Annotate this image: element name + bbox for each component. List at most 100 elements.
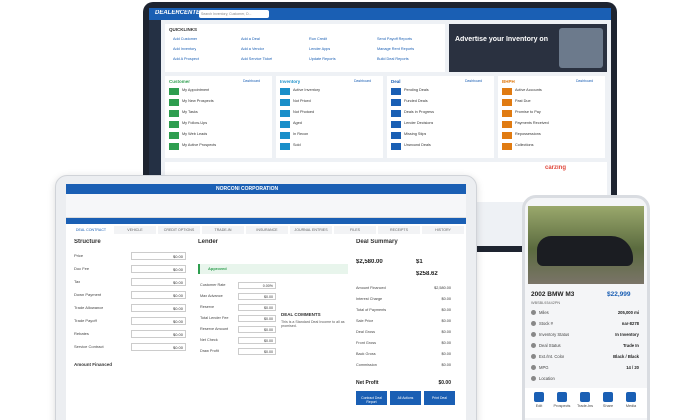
net-profit-value: $0.00 bbox=[438, 380, 451, 386]
lender-input: $0.00 bbox=[238, 337, 276, 344]
lender-label: Customer Rate bbox=[200, 283, 226, 287]
field-input: $0.00 bbox=[131, 252, 186, 260]
panel-row: My Follow-Ups bbox=[182, 121, 208, 125]
deal-title: NORCONI CORPORATION bbox=[216, 186, 279, 192]
field-label: Service Contract bbox=[74, 344, 104, 349]
field-label: Inventory Status bbox=[539, 332, 570, 337]
tablet-frame: NORCONI CORPORATION DEAL CONTRACT VEHICLE C… bbox=[55, 175, 477, 420]
nav-label[interactable]: Edit bbox=[535, 404, 543, 408]
row-badge bbox=[502, 88, 512, 95]
tab[interactable]: JOURNAL ENTRIES bbox=[290, 226, 332, 234]
summary-row-value: $0.00 bbox=[441, 330, 451, 334]
field-input: $0.00 bbox=[131, 343, 186, 351]
lender-label: Net Check bbox=[200, 338, 218, 342]
row-badge bbox=[169, 132, 179, 139]
panel-link: Dashboard bbox=[243, 79, 261, 83]
lender-input: $0.00 bbox=[238, 315, 276, 322]
tab[interactable]: TRADE-IN bbox=[202, 226, 244, 234]
field-label: Tax bbox=[74, 279, 81, 284]
field-label: Deal Status bbox=[539, 343, 561, 348]
amount-financed: Amount Financed bbox=[74, 362, 112, 367]
nav-label[interactable]: Trade-Ins bbox=[576, 404, 594, 408]
row-badge bbox=[391, 88, 401, 95]
quicklink: Lender Apps bbox=[309, 47, 331, 51]
search-box: Search Inventory, Customer, D... bbox=[199, 10, 269, 18]
dashboard-panel: Inventory Dashboard Active Inventory Not Pr… bbox=[276, 76, 383, 158]
lender-label: Reserve Amount bbox=[200, 327, 229, 331]
tab[interactable]: VEHICLE bbox=[114, 226, 156, 234]
quicklink: Add a Vendor bbox=[241, 47, 265, 51]
row-badge bbox=[502, 132, 512, 139]
row-badge bbox=[169, 88, 179, 95]
tab[interactable]: FILES bbox=[334, 226, 376, 234]
field-icon bbox=[531, 365, 536, 370]
field-value: Trade In bbox=[622, 343, 639, 348]
panel-row: Pending Deals bbox=[404, 88, 429, 92]
nav-icon bbox=[580, 392, 590, 402]
dashboard-panel: Customer Dashboard My Appointment My New Pr… bbox=[165, 76, 272, 158]
field-label: Ext./Int. Color bbox=[539, 354, 565, 359]
panel-row: Sold bbox=[293, 143, 301, 147]
summary-row-value: $0.00 bbox=[441, 341, 451, 345]
quicklink: Add A Prospect bbox=[173, 57, 199, 61]
car-price: $22,999 bbox=[607, 291, 631, 298]
car-vin: WBSBL93442PN bbox=[531, 301, 561, 305]
field-label: Trade Payoff bbox=[74, 318, 97, 323]
field-icon bbox=[531, 343, 536, 348]
field-input: $0.00 bbox=[131, 278, 186, 286]
lender-label: Total Lender Fee bbox=[200, 316, 229, 320]
summary-value: $258.62 bbox=[416, 271, 438, 277]
row-badge bbox=[502, 110, 512, 117]
panel-link: Dashboard bbox=[576, 79, 594, 83]
brand: DEALERCENTER bbox=[155, 10, 205, 16]
row-badge bbox=[502, 143, 512, 150]
nav-label[interactable]: Media bbox=[625, 404, 637, 408]
field-label: Trade Allowance bbox=[74, 305, 104, 310]
tab[interactable]: CREDIT OPTIONS bbox=[158, 226, 200, 234]
row-badge bbox=[280, 110, 290, 117]
summary-value: $1 bbox=[416, 259, 423, 265]
tab[interactable]: RECEIPTS bbox=[378, 226, 420, 234]
field-icon bbox=[531, 321, 536, 326]
summary-row-value: $0.00 bbox=[441, 363, 451, 367]
panel-row: Payments Received bbox=[515, 121, 549, 125]
quicklink: Add a Deal bbox=[241, 37, 260, 41]
field-label: Stock # bbox=[539, 321, 553, 326]
action-button[interactable]: Print Deal bbox=[424, 391, 455, 405]
quicklink: Update Reports bbox=[309, 57, 336, 61]
nav-label[interactable]: Prospects bbox=[553, 404, 571, 408]
tab[interactable]: HISTORY bbox=[422, 226, 464, 234]
nav-label[interactable]: Share bbox=[602, 404, 614, 408]
field-icon bbox=[531, 354, 536, 359]
field-input: $0.00 bbox=[131, 291, 186, 299]
action-button[interactable]: All Actions bbox=[390, 391, 421, 405]
comments-title: DEAL COMMENTS bbox=[281, 312, 321, 317]
car-body bbox=[537, 236, 633, 266]
nav-icon bbox=[626, 392, 636, 402]
panel-row: Collections bbox=[515, 143, 534, 147]
summary-row-value: $0.00 bbox=[441, 352, 451, 356]
panel-title: Inventory bbox=[280, 79, 301, 84]
panel-row: Active Accounts bbox=[515, 88, 542, 92]
summary-row-value: $0.00 bbox=[441, 297, 451, 301]
tab[interactable]: DEAL CONTRACT bbox=[70, 226, 112, 234]
dashboard-panel: Deal Dashboard Pending Deals Funded Deals De… bbox=[387, 76, 494, 158]
lender-input: $0.00 bbox=[238, 348, 276, 355]
nav-icon bbox=[534, 392, 544, 402]
field-input: $0.00 bbox=[131, 265, 186, 273]
panel-row: My Web Leads bbox=[182, 132, 208, 136]
quicklink: Add Service Ticket bbox=[241, 57, 273, 61]
info-strip bbox=[66, 194, 466, 218]
panel-title: Deal bbox=[391, 79, 401, 84]
row-badge bbox=[391, 99, 401, 106]
action-button[interactable]: Contract Deal Report bbox=[356, 391, 387, 405]
panel-link: Dashboard bbox=[465, 79, 483, 83]
field-icon bbox=[531, 376, 536, 381]
panel-row: Aged bbox=[293, 121, 302, 125]
panel-row: My Tasks bbox=[182, 110, 198, 114]
dashboard-screen: DEALERCENTER Search Inventory, Customer, … bbox=[149, 8, 611, 246]
panel-row: My New Prospects bbox=[182, 99, 214, 103]
row-badge bbox=[280, 99, 290, 106]
tab[interactable]: INSURANCE bbox=[246, 226, 288, 234]
quicklink: Build Deal Reports bbox=[377, 57, 409, 61]
